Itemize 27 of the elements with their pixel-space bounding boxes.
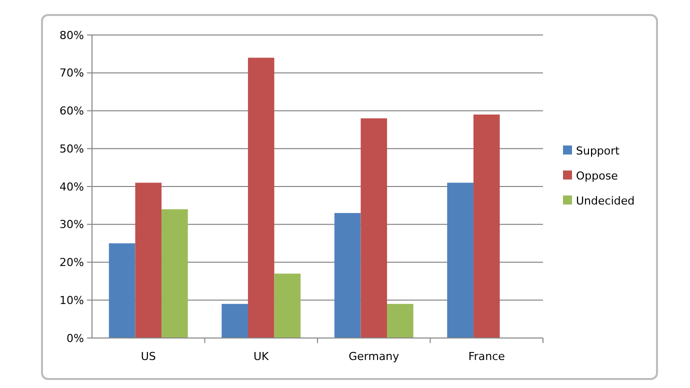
y-tick-label: 20% [60, 256, 84, 270]
y-tick-label: 30% [60, 218, 84, 232]
bar [162, 209, 188, 338]
bar [334, 213, 361, 338]
y-tick-label: 80% [60, 28, 84, 42]
y-tick-label: 0% [66, 332, 84, 345]
legend-label: Oppose [576, 169, 618, 182]
y-tick-label: 60% [60, 104, 84, 118]
y-tick-label: 10% [60, 294, 84, 307]
x-tick-label: Germany [348, 350, 400, 363]
x-tick-label: US [140, 350, 156, 363]
legend-label: Support [576, 144, 620, 158]
bar [108, 243, 136, 338]
bar [248, 58, 274, 338]
x-tick-label: UK [253, 350, 270, 363]
bar [222, 304, 248, 338]
bar [274, 274, 301, 338]
y-tick-label: 40% [60, 180, 84, 194]
bar [387, 304, 414, 338]
y-tick-label: 50% [60, 142, 84, 156]
y-tick-label: 70% [60, 66, 84, 80]
bar [135, 182, 162, 338]
bar [360, 118, 388, 338]
x-tick-label: France [468, 350, 506, 363]
legend-label: Undecided [576, 194, 635, 208]
bar [447, 182, 474, 338]
bar [473, 114, 500, 338]
